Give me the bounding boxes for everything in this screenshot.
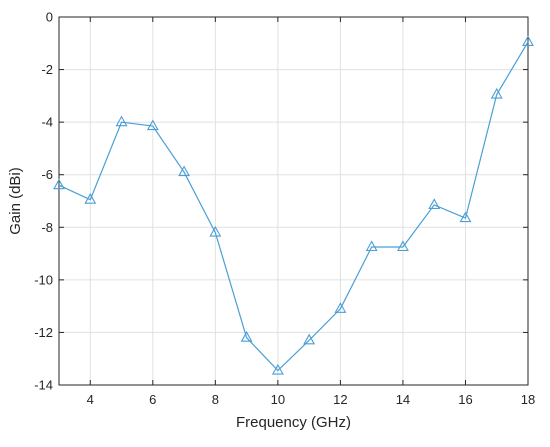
- data-point-triangle: [459, 211, 472, 223]
- data-point-triangle: [428, 198, 441, 209]
- x-tick-label: 12: [333, 392, 347, 407]
- y-tick-label: -4: [41, 115, 53, 130]
- x-tick-label: 10: [271, 392, 285, 407]
- plot-area-frame: [58, 16, 529, 386]
- data-point-triangle: [334, 302, 347, 313]
- y-tick-label: -14: [34, 378, 53, 393]
- data-point-triangle: [240, 331, 253, 342]
- x-tick-label: 18: [521, 392, 535, 407]
- data-point-triangle: [490, 87, 503, 99]
- y-tick-label: -10: [34, 272, 53, 287]
- grid: [59, 16, 529, 386]
- data-point-triangle: [84, 193, 97, 204]
- axis-ticks: 4 6 8 10 12 14 16 18 0 -2 -4 -6 -8 -10 -12 -14: [34, 10, 535, 408]
- data-point-triangle: [271, 363, 284, 375]
- x-tick-label: 14: [396, 392, 410, 407]
- y-tick-label: -6: [41, 167, 53, 182]
- x-tick-label: 16: [458, 392, 472, 407]
- y-axis-label: Gain (dBi): [7, 167, 24, 235]
- y-tick-label: -8: [41, 220, 53, 235]
- data-point-triangle: [396, 240, 409, 252]
- series-line: [58, 41, 529, 372]
- x-tick-label: 6: [149, 392, 156, 407]
- data-point-triangle: [115, 115, 128, 127]
- data-point-triangle: [209, 225, 222, 237]
- x-tick-label: 4: [87, 392, 94, 407]
- series-layer: [53, 35, 534, 375]
- data-point-triangle: [53, 178, 65, 190]
- y-tick-label: -2: [41, 62, 53, 77]
- data-point-triangle: [178, 165, 191, 177]
- data-point-triangle: [365, 240, 378, 252]
- y-tick-label: 0: [46, 10, 53, 25]
- data-point-triangle: [522, 35, 534, 47]
- data-point-triangle: [303, 333, 316, 345]
- y-tick-label: -12: [34, 325, 53, 340]
- x-axis-label: Frequency (GHz): [236, 414, 351, 431]
- data-point-triangle: [146, 119, 159, 131]
- x-tick-label: 8: [212, 392, 219, 407]
